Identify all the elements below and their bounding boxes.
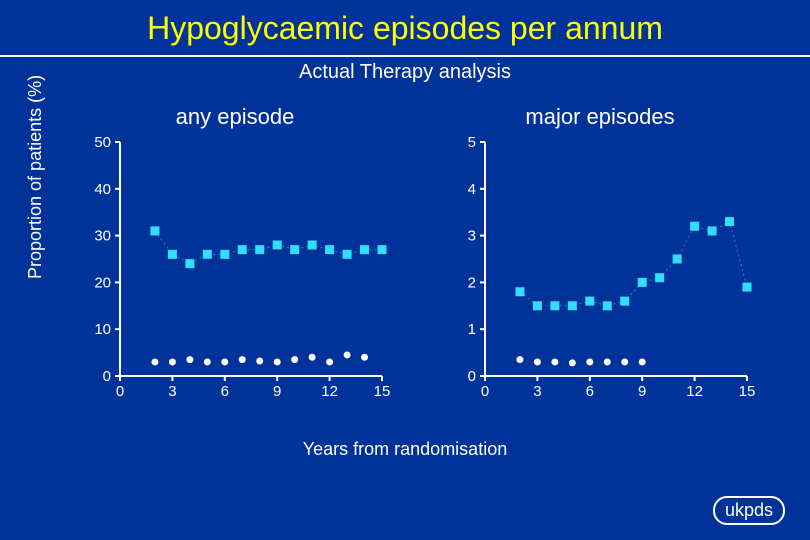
svg-text:0: 0 (116, 383, 124, 400)
svg-text:3: 3 (533, 383, 541, 400)
divider (0, 55, 810, 57)
svg-text:6: 6 (586, 383, 594, 400)
panel-title-left: any episode (80, 104, 390, 130)
svg-text:30: 30 (94, 228, 111, 245)
panel-title-right: major episodes (445, 104, 755, 130)
svg-text:3: 3 (468, 228, 476, 245)
svg-text:0: 0 (481, 383, 489, 400)
svg-text:12: 12 (321, 383, 338, 400)
svg-text:15: 15 (374, 383, 390, 400)
svg-text:2: 2 (468, 274, 476, 291)
svg-text:0: 0 (468, 368, 476, 385)
chart-any-episode: 0 10 20 30 40 50 0 3 6 9 12 15 (80, 136, 390, 406)
svg-text:9: 9 (638, 383, 646, 400)
slide-subtitle: Actual Therapy analysis (0, 61, 810, 84)
svg-text:50: 50 (94, 136, 111, 151)
panel-major-episodes: major episodes 01234503691215 (445, 104, 755, 406)
svg-text:0: 0 (103, 368, 111, 385)
ukpds-badge: ukpds (713, 496, 785, 525)
svg-text:1: 1 (468, 321, 476, 338)
slide-title: Hypoglycaemic episodes per annum (0, 0, 810, 47)
svg-text:5: 5 (468, 136, 476, 151)
panel-any-episode: any episode 0 10 20 30 40 50 0 3 6 9 12 15 (80, 104, 390, 406)
svg-text:40: 40 (94, 181, 111, 198)
y-axis-label: Proportion of patients (%) (25, 75, 46, 279)
svg-text:10: 10 (94, 321, 111, 338)
x-axis-label: Years from randomisation (0, 439, 810, 460)
svg-text:15: 15 (739, 383, 755, 400)
svg-text:6: 6 (221, 383, 229, 400)
svg-text:3: 3 (168, 383, 176, 400)
charts-container: Proportion of patients (%) any episode 0… (0, 104, 810, 464)
svg-text:20: 20 (94, 274, 111, 291)
svg-text:4: 4 (468, 181, 476, 198)
svg-text:12: 12 (686, 383, 703, 400)
chart-major-episodes: 01234503691215 (445, 136, 755, 406)
svg-text:9: 9 (273, 383, 281, 400)
